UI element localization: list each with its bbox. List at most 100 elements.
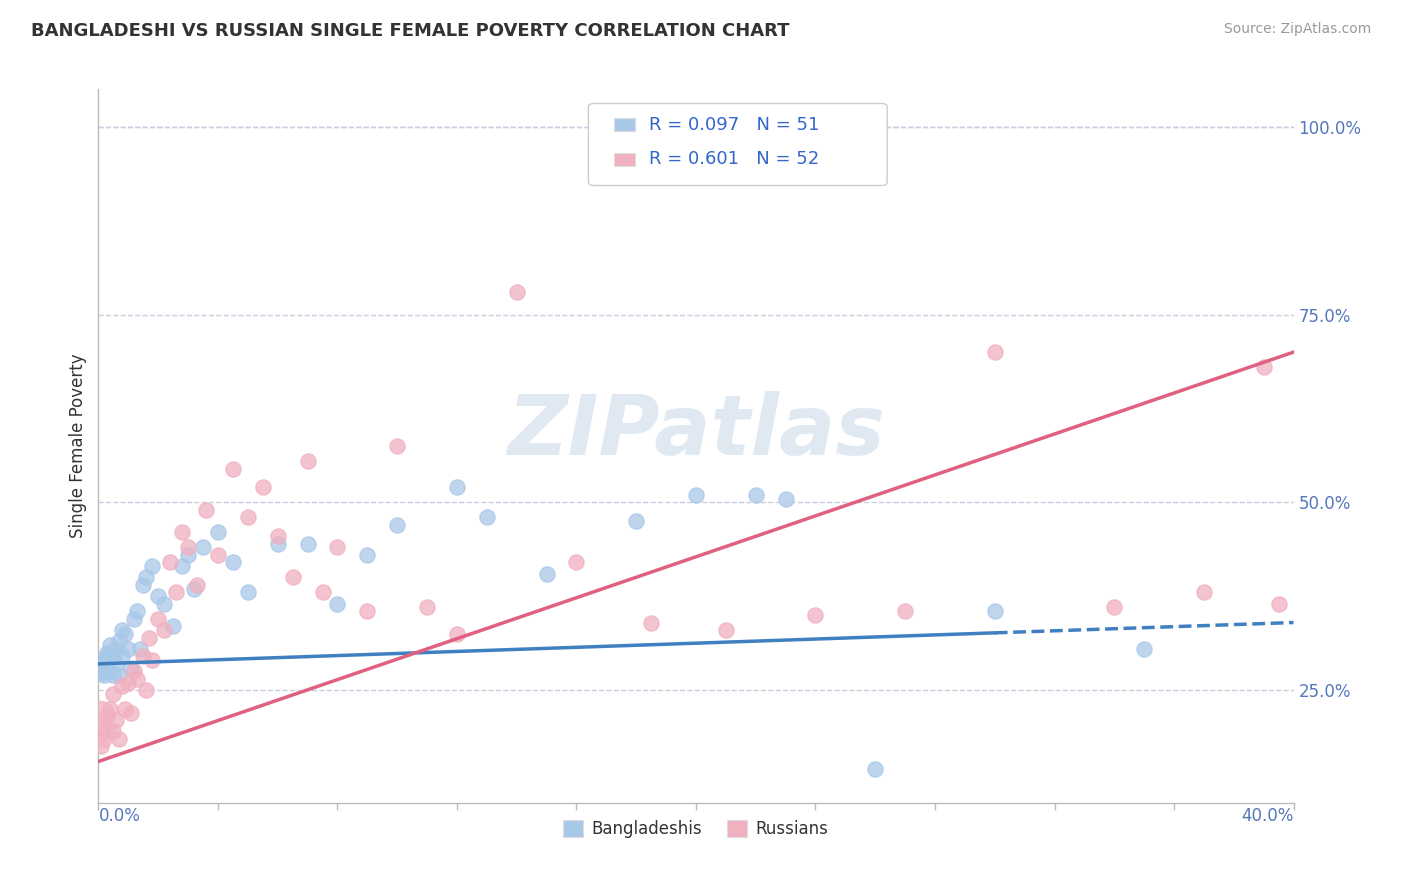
Point [153,623,176,637]
Point [172,559,194,574]
Point [108,668,131,682]
Point [385,517,409,532]
Point [183,582,205,596]
Point [132,649,155,664]
Point [90,721,112,735]
Point [105,641,128,656]
Point [103,668,125,682]
Point [162,619,184,633]
Point [984,345,1007,359]
Point [90,706,112,720]
Point [103,649,125,664]
Point [90,739,112,754]
Point [475,510,498,524]
Point [191,541,214,555]
Point [111,649,134,664]
Point [135,570,157,584]
Point [356,548,378,562]
Point [222,461,245,475]
Point [138,631,160,645]
Text: R = 0.601   N = 52: R = 0.601 N = 52 [650,150,820,168]
Point [536,566,558,581]
Point [177,541,200,555]
Point [98,638,122,652]
Point [129,641,152,656]
Point [222,556,245,570]
Point [103,724,125,739]
Text: R = 0.097   N = 51: R = 0.097 N = 51 [650,116,820,134]
Point [311,585,333,599]
Text: Source: ZipAtlas.com: Source: ZipAtlas.com [1223,22,1371,37]
Point [506,285,529,299]
Point [177,548,200,562]
Point [96,646,118,660]
Point [984,604,1007,618]
Text: 40.0%: 40.0% [1241,806,1294,824]
Point [745,488,768,502]
Text: 0.0%: 0.0% [98,806,141,824]
Point [267,529,290,543]
Point [1104,600,1126,615]
Point [90,665,112,679]
Point [281,570,304,584]
Point [172,525,194,540]
Point [1192,585,1215,599]
Point [1133,641,1156,656]
Point [267,536,290,550]
Point [195,503,218,517]
FancyBboxPatch shape [613,153,636,166]
Point [565,556,588,570]
Point [385,439,409,453]
Point [207,548,229,562]
Point [326,597,349,611]
Point [186,578,208,592]
Point [120,660,142,674]
Point [640,615,662,630]
Point [120,706,142,720]
Point [93,731,115,746]
Point [108,634,131,648]
Point [865,762,887,776]
Point [1267,597,1289,611]
Point [775,491,797,506]
Point [135,683,157,698]
Point [108,731,131,746]
Point [105,713,128,727]
Point [90,657,112,671]
Legend: Bangladeshis, Russians: Bangladeshis, Russians [557,813,835,845]
Point [326,541,349,555]
Point [114,627,136,641]
Point [141,559,163,574]
Point [114,702,136,716]
Point [297,536,319,550]
Point [117,675,139,690]
Point [98,665,122,679]
Point [165,585,187,599]
FancyBboxPatch shape [613,119,636,131]
Point [105,657,128,671]
Point [446,480,468,494]
Point [127,604,149,618]
Text: BANGLADESHI VS RUSSIAN SINGLE FEMALE POVERTY CORRELATION CHART: BANGLADESHI VS RUSSIAN SINGLE FEMALE POV… [31,22,789,40]
Text: ZIPatlas: ZIPatlas [508,392,884,472]
Point [96,709,118,723]
Point [626,514,648,528]
Point [148,589,170,603]
Point [1253,360,1275,375]
Point [356,604,378,618]
Point [236,585,259,599]
Point [446,627,468,641]
Point [111,679,134,693]
Point [297,454,319,468]
Point [96,724,118,739]
Point [416,600,439,615]
Point [124,612,146,626]
Y-axis label: Single Female Poverty: Single Female Poverty [69,354,87,538]
Point [894,604,917,618]
Point [98,702,122,716]
Point [714,623,737,637]
Point [93,668,115,682]
Point [127,672,149,686]
Point [159,556,181,570]
Point [132,578,155,592]
